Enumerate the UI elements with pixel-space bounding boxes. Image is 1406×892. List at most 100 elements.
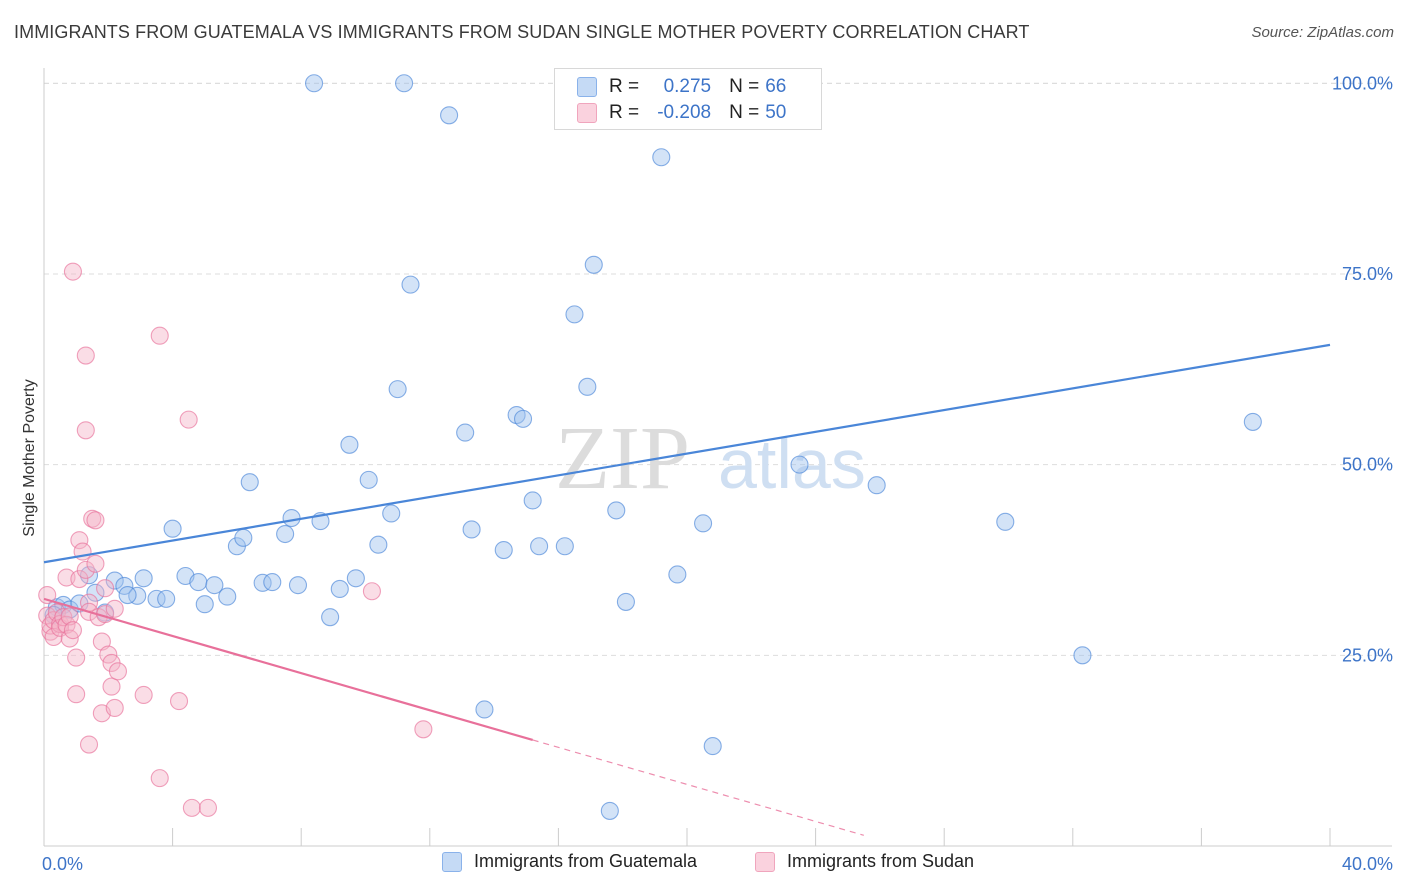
x-axis-ticks (43, 828, 1331, 846)
point-guatemala (790, 455, 809, 474)
point-sudan (102, 677, 121, 696)
point-sudan (108, 662, 127, 681)
trend-line-guatemala (43, 343, 1331, 564)
point-guatemala (401, 275, 420, 294)
point-sudan (67, 685, 86, 704)
point-guatemala (388, 380, 407, 399)
series-swatch-sudan (755, 851, 775, 872)
legend-swatch-sudan (577, 103, 597, 123)
trend-line-sudan-extension (532, 739, 864, 836)
point-guatemala (340, 435, 359, 454)
point-guatemala (440, 106, 459, 125)
y-tick-label: 25.0% (1342, 645, 1393, 665)
point-guatemala (263, 573, 282, 592)
point-sudan (70, 531, 89, 550)
point-guatemala (462, 520, 481, 539)
point-sudan (38, 586, 57, 605)
point-sudan (63, 621, 82, 640)
point-guatemala (369, 535, 388, 554)
point-guatemala (475, 700, 494, 719)
point-guatemala (189, 573, 208, 592)
grid-lines (43, 68, 1392, 847)
point-sudan (76, 421, 95, 440)
point-sudan (362, 582, 381, 601)
y-axis-tick-labels: 25.0% 50.0% 75.0% 100.0% (1332, 73, 1393, 665)
point-sudan (76, 560, 95, 579)
point-guatemala (523, 491, 542, 510)
point-sudan (79, 735, 99, 754)
series-legend-guatemala: Immigrants from Guatemala (442, 851, 697, 872)
legend-n-value: 66 (765, 76, 787, 97)
legend-r-value: -0.208 (657, 102, 712, 123)
point-sudan (86, 511, 105, 530)
point-sudan (182, 798, 201, 817)
point-guatemala (288, 576, 308, 595)
point-guatemala (321, 608, 340, 627)
point-guatemala (118, 586, 137, 605)
point-guatemala (1073, 646, 1092, 665)
x-axis-tick-labels: 0.0% 40.0% (42, 854, 1393, 874)
point-guatemala (218, 587, 237, 606)
point-sudan (414, 720, 433, 739)
watermark-atlas: atlas (718, 425, 866, 503)
point-sudan (179, 410, 198, 429)
point-guatemala (205, 576, 224, 595)
point-sudan (169, 692, 189, 711)
point-sudan (134, 685, 153, 705)
point-sudan (76, 346, 95, 365)
legend-n-label: N = (729, 76, 760, 97)
point-guatemala (996, 512, 1015, 531)
series-legend-sudan: Immigrants from Sudan (755, 851, 974, 872)
point-sudan (150, 326, 169, 345)
point-guatemala (359, 470, 378, 489)
legend-row-sudan: R = -0.208 N = 50 (577, 101, 786, 125)
point-guatemala (276, 524, 295, 544)
chart-title: IMMIGRANTS FROM GUATEMALA VS IMMIGRANTS … (14, 22, 1030, 42)
point-guatemala (578, 377, 597, 396)
legend-r-label: R = (609, 76, 640, 97)
point-guatemala (195, 595, 214, 614)
point-sudan (63, 262, 82, 281)
point-guatemala (600, 801, 619, 820)
point-sudan (105, 698, 124, 717)
point-sudan (105, 599, 124, 618)
point-sudan (150, 769, 169, 788)
point-guatemala (607, 501, 626, 520)
point-guatemala (652, 148, 671, 167)
trend-line-sudan (43, 597, 533, 742)
point-guatemala (668, 565, 687, 584)
point-guatemala (253, 573, 272, 592)
point-guatemala (105, 571, 124, 590)
point-guatemala (128, 586, 147, 605)
point-guatemala (616, 592, 635, 611)
series-label-sudan: Immigrants from Sudan (787, 851, 975, 871)
trend-lines (43, 343, 1331, 836)
point-sudan (96, 579, 115, 598)
legend-swatch-guatemala (577, 77, 597, 97)
point-guatemala (79, 566, 99, 585)
point-guatemala (513, 409, 533, 428)
point-guatemala (703, 737, 722, 756)
point-guatemala (395, 74, 414, 93)
y-tick-label: 100.0% (1332, 73, 1393, 93)
y-axis-label: Single Mother Poverty (21, 379, 38, 536)
point-sudan (86, 554, 105, 573)
data-points (38, 74, 1262, 820)
point-guatemala (584, 255, 603, 274)
point-guatemala (867, 476, 886, 495)
y-tick-label: 50.0% (1342, 455, 1393, 475)
point-guatemala (330, 579, 349, 599)
point-sudan (83, 509, 102, 528)
point-guatemala (240, 473, 259, 492)
point-guatemala (86, 583, 105, 602)
point-guatemala (234, 528, 253, 547)
series-swatch-guatemala (442, 851, 462, 872)
point-sudan (198, 798, 218, 817)
point-guatemala (555, 537, 574, 556)
legend-n-value: 50 (765, 102, 787, 123)
legend-r-value: 0.275 (663, 76, 712, 97)
point-guatemala (147, 589, 166, 608)
point-guatemala (134, 569, 153, 588)
legend-row-guatemala: R = 0.275 N = 66 (577, 75, 786, 99)
